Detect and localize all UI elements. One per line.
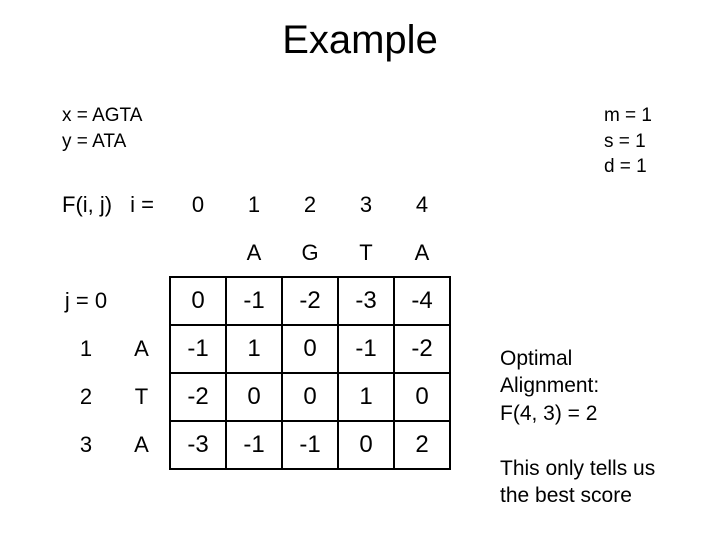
dp-cell: -3: [170, 421, 226, 469]
dp-cell: 1: [338, 373, 394, 421]
table-row: j = 0 0 -1 -2 -3 -4: [58, 277, 450, 325]
y-char: A: [114, 421, 170, 469]
sequences-block: x = AGTA y = ATA: [62, 103, 142, 154]
table-row: A G T A: [58, 229, 450, 277]
dp-cell: 1: [226, 325, 282, 373]
opt-line1: Optimal: [500, 345, 700, 372]
x-char: T: [338, 229, 394, 277]
i-header: 0: [170, 181, 226, 229]
dp-cell: 0: [394, 373, 450, 421]
j-index: 1: [58, 325, 114, 373]
dp-cell: -2: [170, 373, 226, 421]
dp-table-wrap: F(i, j) i = 0 1 2 3 4 A G T A j = 0 0: [58, 181, 451, 470]
page-title: Example: [0, 0, 720, 73]
note-line2: the best score: [500, 482, 700, 509]
dp-cell: -1: [170, 325, 226, 373]
opt-line3: F(4, 3) = 2: [500, 400, 700, 427]
j-eq-label: j = 0: [58, 277, 114, 325]
note-line1: This only tells us: [500, 455, 700, 482]
y-char: A: [114, 325, 170, 373]
dp-cell: 0: [282, 373, 338, 421]
dp-cell: -2: [394, 325, 450, 373]
seq-y: y = ATA: [62, 129, 142, 155]
dp-cell: 0: [226, 373, 282, 421]
i-header: 2: [282, 181, 338, 229]
dp-cell: 0: [170, 277, 226, 325]
dp-cell: 0: [282, 325, 338, 373]
right-text-block: Optimal Alignment: F(4, 3) = 2 This only…: [500, 345, 700, 509]
param-m: m = 1: [604, 103, 652, 129]
dp-cell: -1: [282, 421, 338, 469]
seq-x: x = AGTA: [62, 103, 142, 129]
i-header: 3: [338, 181, 394, 229]
dp-cell: -4: [394, 277, 450, 325]
dp-cell: -1: [226, 277, 282, 325]
f-label: F(i, j): [58, 181, 114, 229]
table-row: 3 A -3 -1 -1 0 2: [58, 421, 450, 469]
x-char: G: [282, 229, 338, 277]
j-index: 2: [58, 373, 114, 421]
dp-table: F(i, j) i = 0 1 2 3 4 A G T A j = 0 0: [58, 181, 451, 470]
x-char: A: [226, 229, 282, 277]
dp-cell: -3: [338, 277, 394, 325]
param-d: d = 1: [604, 154, 652, 180]
table-row: F(i, j) i = 0 1 2 3 4: [58, 181, 450, 229]
i-header: 1: [226, 181, 282, 229]
table-row: 1 A -1 1 0 -1 -2: [58, 325, 450, 373]
i-eq-label: i =: [114, 181, 170, 229]
dp-cell: 0: [338, 421, 394, 469]
dp-cell: -2: [282, 277, 338, 325]
dp-cell: -1: [226, 421, 282, 469]
opt-line2: Alignment:: [500, 372, 700, 399]
x-char: A: [394, 229, 450, 277]
dp-cell: -1: [338, 325, 394, 373]
table-row: 2 T -2 0 0 1 0: [58, 373, 450, 421]
j-index: 3: [58, 421, 114, 469]
params-block: m = 1 s = 1 d = 1: [604, 103, 652, 180]
param-s: s = 1: [604, 129, 652, 155]
i-header: 4: [394, 181, 450, 229]
y-char: T: [114, 373, 170, 421]
dp-cell: 2: [394, 421, 450, 469]
